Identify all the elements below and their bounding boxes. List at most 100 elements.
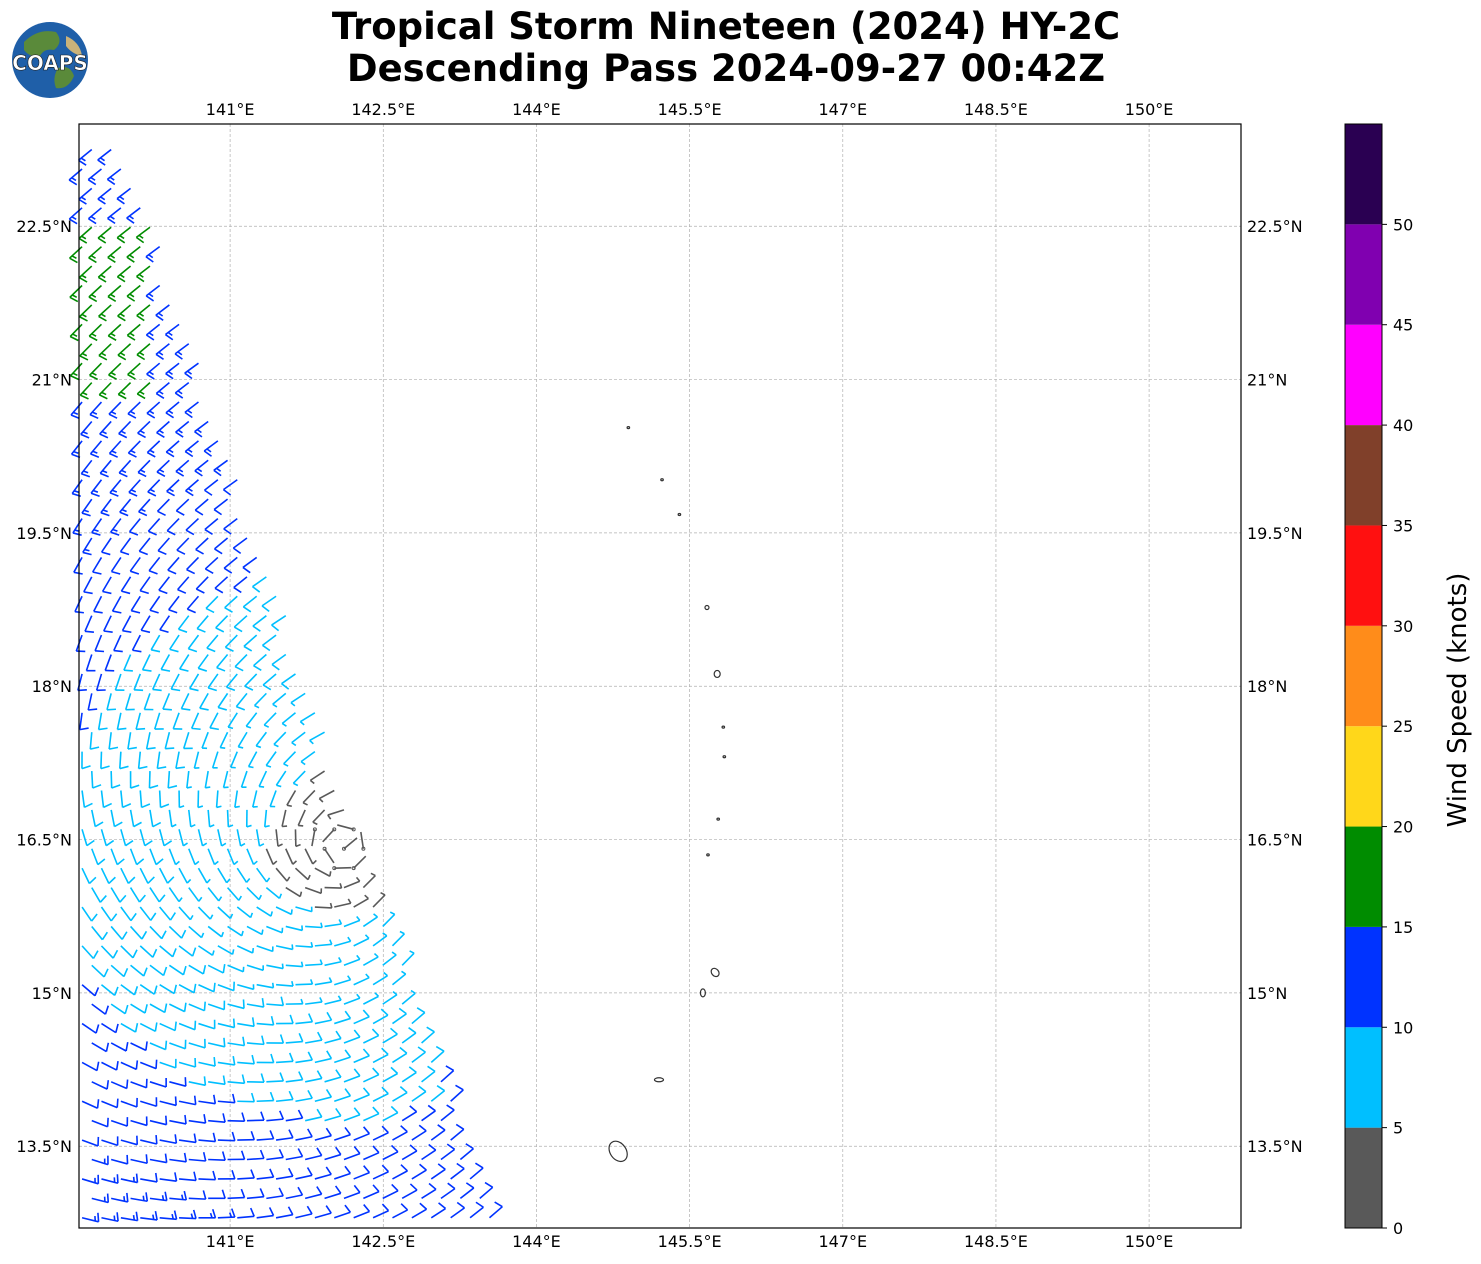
wind-barb	[109, 479, 122, 497]
wind-barb	[143, 693, 154, 711]
wind-barb	[276, 1014, 294, 1025]
wind-barb	[353, 1165, 371, 1180]
wind-barb	[159, 1210, 178, 1221]
wind-barb	[392, 1164, 409, 1180]
wind-barb	[107, 284, 122, 302]
wind-barb	[110, 887, 127, 903]
wind-barb	[324, 1107, 342, 1122]
wind-barb	[275, 1129, 294, 1141]
wind-barb	[343, 1184, 361, 1200]
wind-barb	[343, 1068, 361, 1083]
wind-barb	[100, 751, 110, 770]
wind-barb	[170, 673, 181, 692]
wind-barb	[97, 187, 112, 205]
wind-barb	[295, 906, 313, 913]
wind-barb	[126, 246, 141, 263]
lat-label-left: 18°N	[32, 677, 72, 696]
lat-label-right: 18°N	[1247, 677, 1287, 696]
title-line-2: Descending Pass 2024-09-27 00:42Z	[346, 47, 1106, 90]
wind-barb	[324, 883, 343, 889]
wind-barb	[184, 401, 199, 419]
wind-barb	[178, 1020, 197, 1031]
wind-barb	[324, 1185, 342, 1200]
wind-barb	[304, 848, 317, 865]
wind-barb	[89, 401, 103, 420]
wind-barb	[430, 1124, 446, 1141]
wind-barb	[246, 1188, 265, 1200]
wind-barb	[126, 323, 141, 341]
wind-barbs	[68, 148, 503, 1223]
wind-barb	[197, 829, 208, 847]
wind-barb	[207, 963, 226, 974]
wind-barb	[208, 1151, 226, 1161]
wind-barb	[450, 1123, 465, 1141]
wind-barb	[156, 751, 167, 770]
wind-barb	[353, 894, 369, 908]
wind-barb	[217, 692, 229, 711]
wind-barb	[188, 1152, 207, 1162]
wind-barb	[120, 867, 136, 884]
wind-barb	[314, 902, 333, 909]
wind-barb	[107, 323, 122, 341]
wind-barb	[97, 712, 108, 731]
wind-barb	[275, 1090, 294, 1103]
wind-barb	[120, 1173, 139, 1184]
wind-barb	[193, 751, 200, 769]
wind-barb	[324, 1146, 342, 1161]
wind-barb	[217, 1208, 236, 1219]
wind-barb	[120, 1135, 139, 1146]
wind-barb	[314, 977, 333, 986]
wind-barb	[217, 867, 231, 884]
wind-barb	[207, 848, 219, 866]
wind-barb	[178, 1095, 197, 1106]
wind-barb	[299, 712, 316, 726]
wind-barb	[363, 1184, 380, 1200]
island-outline	[716, 817, 721, 821]
wind-barb	[90, 479, 103, 497]
wind-barb	[382, 1183, 399, 1200]
wind-barb	[168, 964, 187, 976]
wind-barb	[194, 420, 209, 438]
wind-barb	[353, 1204, 371, 1219]
wind-barb	[167, 771, 178, 789]
wind-barb	[68, 207, 83, 225]
wind-barb	[85, 654, 96, 672]
wind-barb	[217, 945, 235, 955]
wind-barb	[332, 866, 352, 871]
wind-barb	[295, 979, 314, 986]
wind-barb	[169, 1152, 187, 1163]
wind-barb	[207, 809, 215, 828]
wind-barb	[233, 615, 248, 633]
lon-label-bottom: 141°E	[206, 1232, 255, 1251]
wind-barb	[139, 984, 158, 995]
wind-barb	[178, 1171, 197, 1182]
wind-barb	[130, 1116, 148, 1127]
wind-barb	[91, 1155, 109, 1166]
wind-barb	[130, 1003, 148, 1014]
wind-barb	[232, 537, 248, 555]
wind-barb	[304, 1186, 323, 1200]
wind-barb	[271, 615, 287, 632]
wind-barb	[159, 1021, 177, 1032]
wind-barb	[139, 829, 153, 847]
wind-barb	[80, 459, 93, 478]
wind-barb	[155, 304, 170, 322]
wind-barb	[421, 1026, 435, 1044]
wind-barb	[78, 712, 89, 731]
wind-barb	[208, 1113, 226, 1123]
wind-barb	[430, 1045, 445, 1063]
wind-barb	[149, 848, 164, 866]
wind-barb	[337, 824, 356, 832]
wind-barb	[159, 984, 178, 995]
wind-barb	[88, 246, 102, 264]
wind-barb	[459, 1143, 474, 1161]
wind-barb	[233, 576, 248, 594]
wind-barb	[208, 1189, 226, 1200]
wind-barb	[159, 615, 171, 634]
lon-label-top: 142.5°E	[351, 100, 415, 119]
wind-barb	[81, 906, 98, 922]
wind-barb	[372, 1125, 389, 1141]
wind-barb	[145, 323, 161, 341]
colorbar-bin	[1345, 726, 1382, 827]
